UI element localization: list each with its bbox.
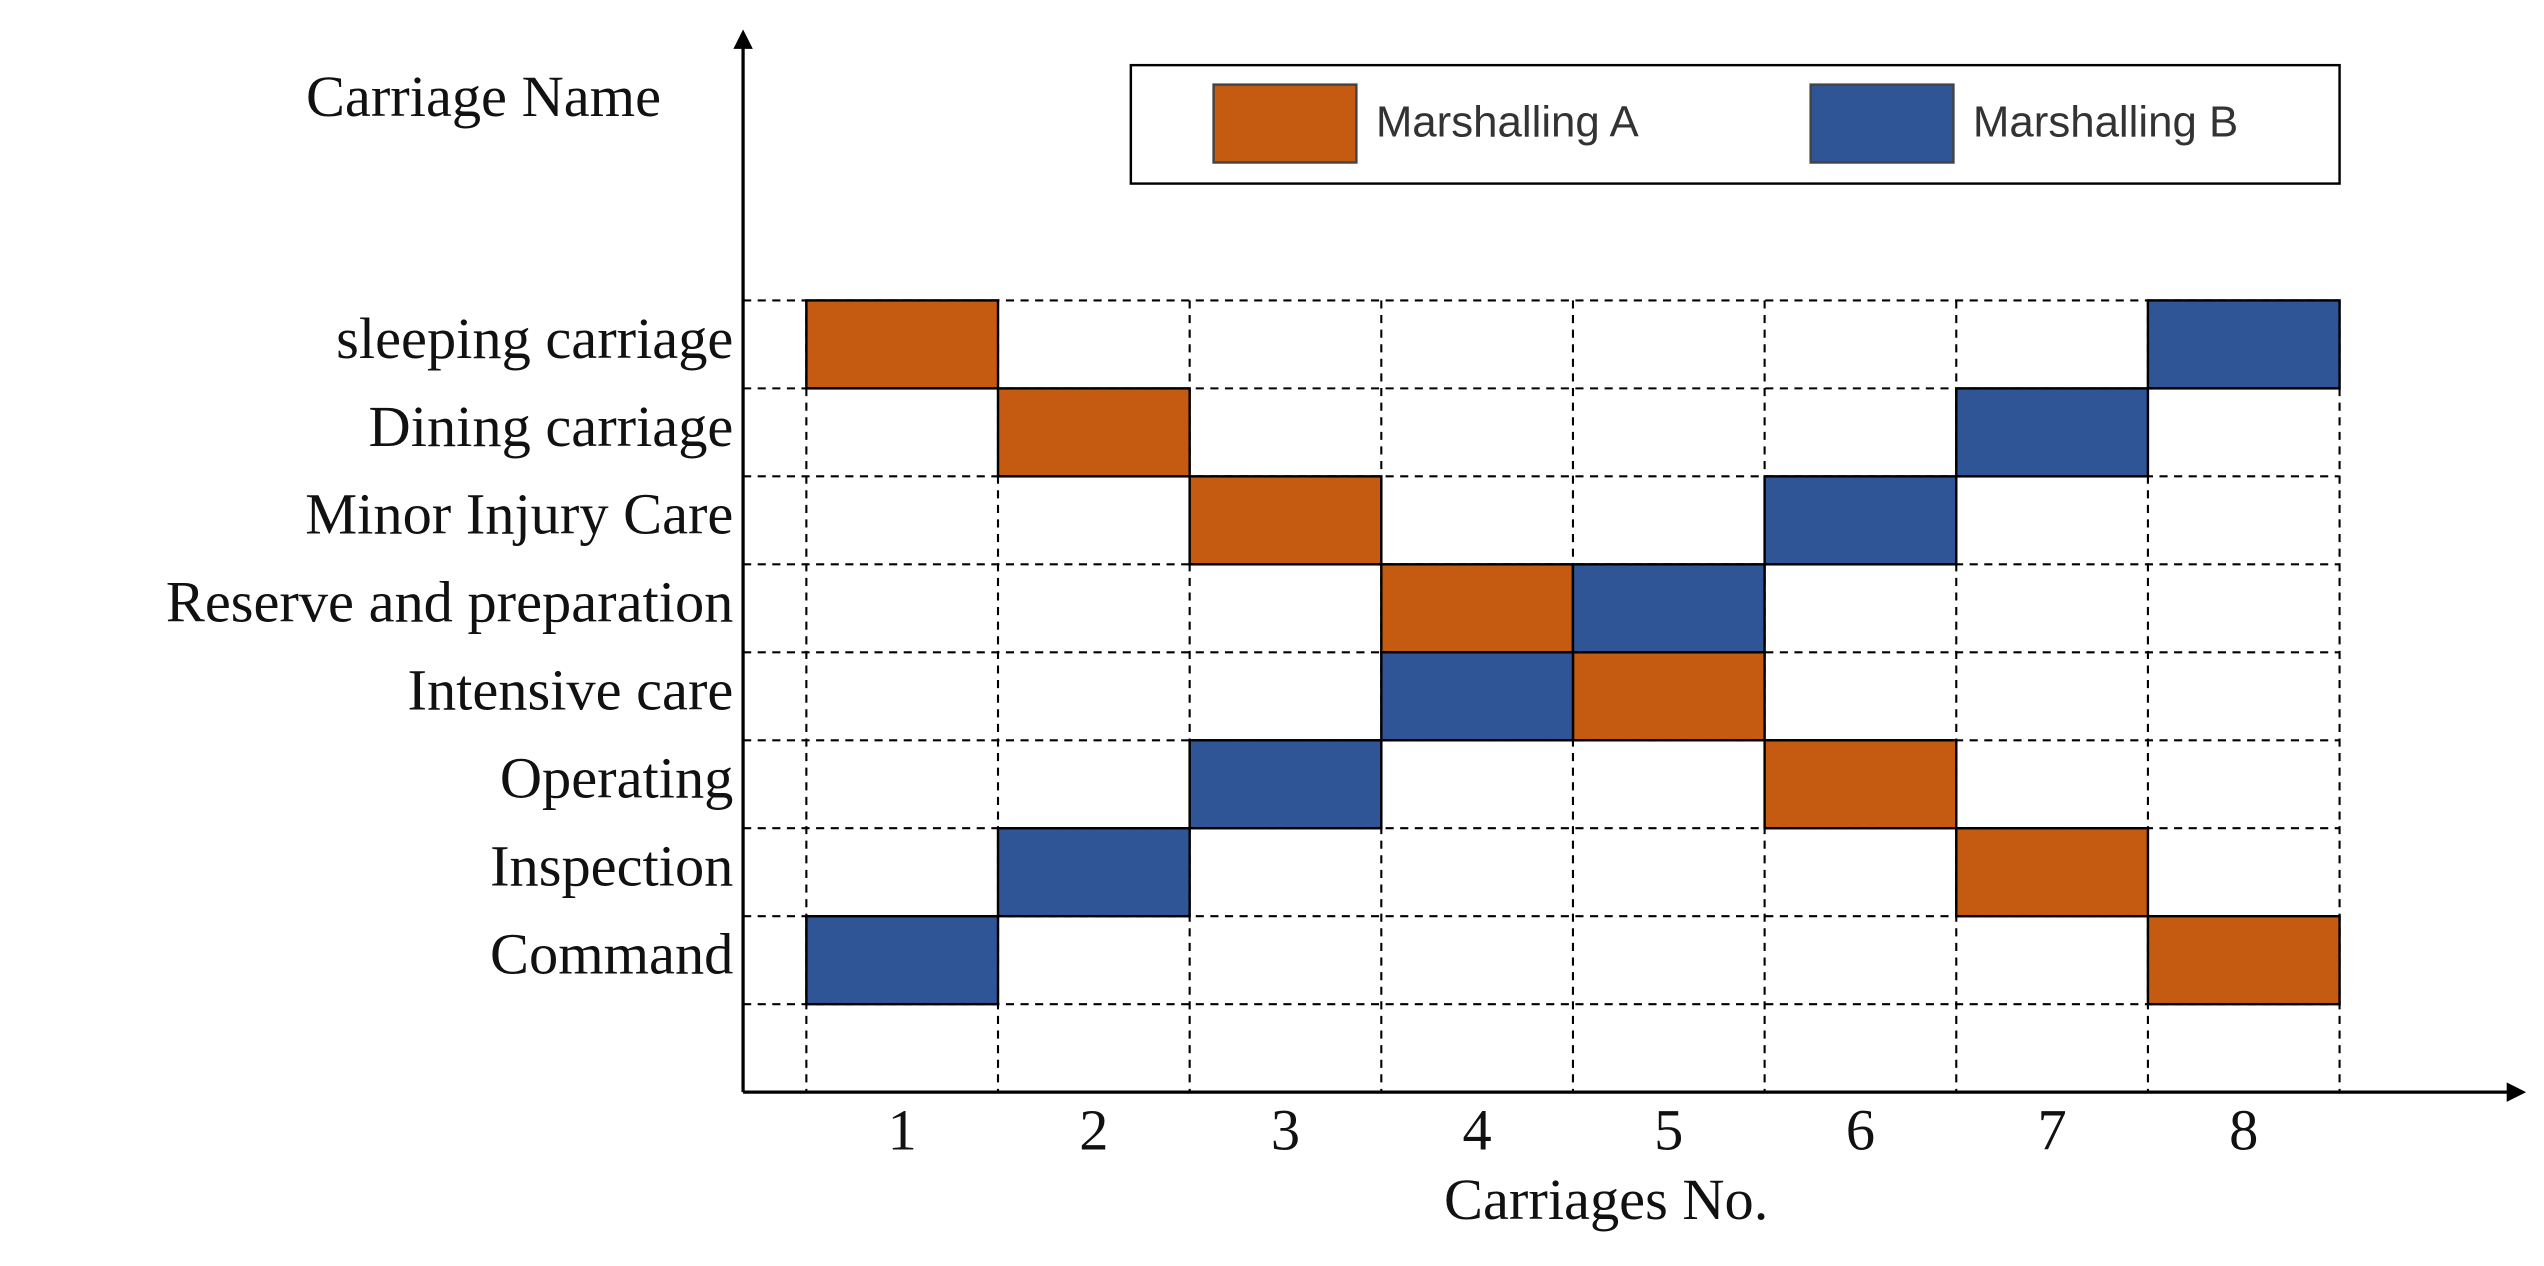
row-label: Intensive care: [408, 658, 734, 723]
row-label: Reserve and preparation: [166, 570, 733, 635]
legend-label: Marshalling A: [1376, 98, 1640, 147]
y-axis-label: Carriage Name: [306, 64, 661, 129]
x-tick-label: 3: [1271, 1097, 1300, 1162]
x-axis-label: Carriages No.: [1444, 1167, 1768, 1232]
x-tick-label: 1: [888, 1097, 917, 1162]
cell: [1955, 387, 2150, 478]
cell: [2146, 914, 2341, 1006]
x-tick-label: 7: [2037, 1097, 2066, 1162]
cells: [805, 299, 2341, 1006]
x-tick-label: 4: [1463, 1097, 1492, 1162]
cell: [1763, 475, 1958, 566]
cell: [996, 827, 1191, 918]
cell: [2146, 299, 2341, 390]
x-tick-label: 8: [2229, 1097, 2258, 1162]
cell: [1571, 563, 1766, 654]
cell: [1188, 739, 1383, 830]
x-tick-label: 6: [1846, 1097, 1875, 1162]
row-label: sleeping carriage: [336, 306, 733, 371]
x-tick-label: 2: [1079, 1097, 1108, 1162]
legend-label: Marshalling B: [1973, 98, 2238, 147]
legend-swatch: [1212, 83, 1358, 164]
row-label: Dining carriage: [369, 394, 734, 459]
cell: [1763, 739, 1958, 830]
row-label: Inspection: [490, 834, 733, 899]
cell: [1380, 563, 1575, 654]
row-label: Command: [490, 922, 733, 987]
cell: [805, 299, 1000, 390]
cell: [805, 914, 1000, 1006]
x-tick-label: 5: [1654, 1097, 1683, 1162]
cell: [1955, 827, 2150, 918]
cell: [1188, 475, 1383, 566]
legend: Marshalling A Marshalling B: [1212, 83, 2238, 164]
cell: [996, 387, 1191, 478]
cell: [1571, 651, 1766, 742]
row-label: Operating: [500, 746, 733, 811]
legend-swatch: [1809, 83, 1955, 164]
row-label: Minor Injury Care: [305, 482, 733, 547]
cell: [1380, 651, 1575, 742]
